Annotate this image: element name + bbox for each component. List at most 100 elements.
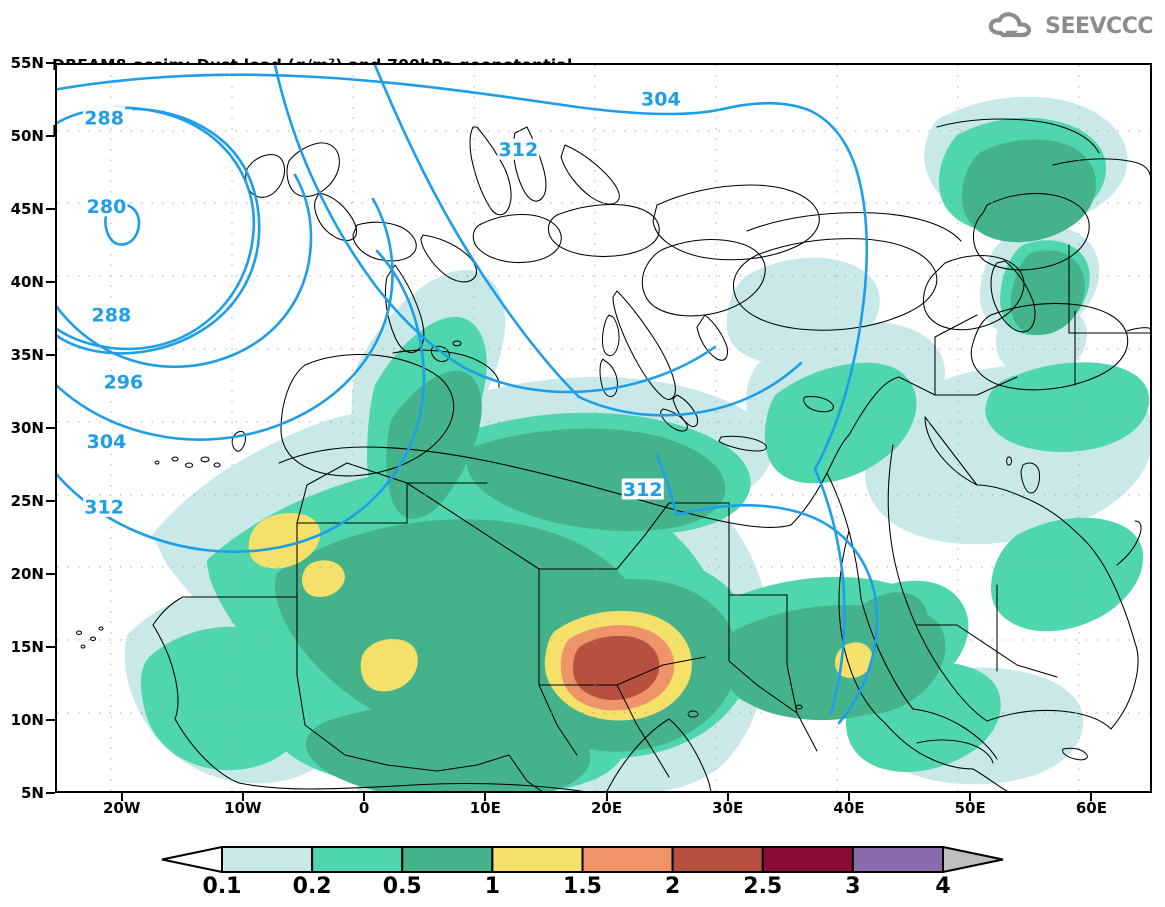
contour-label-288-0: 288: [84, 107, 124, 129]
geopotential-contours: [57, 65, 879, 725]
coastlines-and-borders: [76, 118, 1150, 791]
y-tick-15N: 15N: [10, 638, 44, 656]
colorbar-cell-0.5-1[interactable]: [401, 846, 494, 873]
y-tick-20N: 20N: [10, 565, 44, 583]
x-tick-40E: 40E: [833, 799, 865, 817]
x-tick-mark: [605, 793, 608, 801]
y-tick-mark: [46, 427, 55, 429]
map-plot-area[interactable]: 288 280 288 296 304 312 304 312 312: [55, 63, 1152, 793]
contour-312-egypt: [675, 504, 879, 725]
colorbar-tick-4: 4: [935, 874, 951, 899]
colorbar-cell-2-2.5[interactable]: [671, 846, 764, 873]
map-canvas: 288 280 288 296 304 312 304 312 312: [57, 65, 1150, 791]
contour-304-europe-a: [57, 73, 725, 116]
contour-label-halo: [90, 304, 133, 326]
colorbar-tick-1: 1: [484, 874, 501, 899]
y-tick-mark: [46, 500, 55, 502]
y-tick-mark: [46, 792, 55, 794]
contour-label-312-7: 312: [499, 139, 539, 161]
x-tick-20E: 20E: [590, 799, 623, 817]
contour-288-lower: [57, 107, 261, 355]
x-tick-20W: 20W: [102, 799, 141, 817]
colorbar-tick-0.5: 0.5: [382, 874, 422, 899]
contour-label-280-1: 280: [87, 196, 127, 218]
x-tick-mark: [969, 793, 972, 801]
y-tick-mark: [46, 208, 55, 210]
contour-312-egypt-tail: [655, 453, 679, 517]
colorbar-cell-0.2-0.5[interactable]: [311, 846, 404, 873]
colorbar-tick-0.2: 0.2: [292, 874, 332, 899]
x-tick-mark: [726, 793, 729, 801]
colorbar-tick-3: 3: [845, 874, 861, 899]
colorbar-cell-1.5-2[interactable]: [581, 846, 674, 873]
y-tick-50N: 50N: [10, 127, 44, 145]
contour-label-halo: [621, 478, 664, 500]
contour-label-312-8: 312: [623, 479, 663, 501]
contour-label-304-6: 304: [641, 88, 681, 110]
y-tick-mark: [46, 646, 55, 648]
colorbar-swatches: [161, 846, 1004, 873]
contour-304-europe-b: [721, 101, 869, 471]
y-tick-35N: 35N: [10, 346, 44, 364]
y-tick-mark: [46, 719, 55, 721]
x-tick-mark: [484, 793, 487, 801]
contour-label-304-4: 304: [87, 431, 127, 453]
y-tick-40N: 40N: [10, 273, 44, 291]
x-tick-mark: [1090, 793, 1093, 801]
colorbar-cell-1-1.5[interactable]: [491, 846, 584, 873]
contour-312-france: [373, 65, 581, 399]
colorbar-cell-0.1-0.2[interactable]: [221, 846, 314, 873]
colorbar-tick-2.5: 2.5: [743, 874, 783, 899]
x-tick-30E: 30E: [712, 799, 744, 817]
x-tick-mark: [847, 793, 850, 801]
contour-label-halo: [497, 138, 540, 160]
contour-304-atlantic: [57, 197, 394, 441]
y-tick-5N: 5N: [21, 784, 44, 802]
contour-label-halo: [83, 495, 126, 517]
y-tick-10N: 10N: [10, 711, 44, 729]
contour-labels: 288 280 288 296 304 312 304 312 312: [83, 87, 682, 518]
x-tick-0: 0: [358, 799, 370, 817]
contour-label-312-5: 312: [84, 496, 124, 518]
colorbar-over-arrow: [942, 846, 1004, 873]
cloud-icon: [988, 12, 1032, 38]
colorbar-tick-1.5: 1.5: [563, 874, 602, 899]
contour-296: [57, 173, 313, 369]
dust-load-contours: [124, 96, 1150, 791]
contour-312-med: [461, 345, 717, 394]
colorbar[interactable]: [160, 846, 1005, 873]
y-tick-25N: 25N: [10, 492, 44, 510]
x-tick-mark: [120, 793, 123, 801]
colorbar-under-arrow: [161, 846, 223, 873]
contour-label-halo: [83, 106, 126, 128]
colorbar-tick-2: 2: [664, 874, 681, 899]
x-tick-mark: [363, 793, 366, 801]
colorbar-cell-2.5-3[interactable]: [761, 846, 854, 873]
x-tick-50E: 50E: [954, 799, 986, 817]
contour-label-296-3: 296: [104, 372, 144, 394]
contour-label-halo: [102, 371, 145, 393]
y-tick-mark: [46, 354, 55, 356]
seevccc-logo: SEEVCCC: [987, 12, 1153, 40]
contour-label-halo: [85, 430, 128, 452]
contour-label-halo: [85, 195, 128, 217]
x-tick-60E: 60E: [1075, 799, 1107, 817]
contour-312-east: [813, 467, 846, 715]
colorbar-cell-3-4[interactable]: [851, 846, 944, 873]
y-tick-mark: [46, 281, 55, 283]
contour-312-iberia: [273, 65, 465, 369]
contour-label-288-2: 288: [92, 305, 132, 327]
contour-label-halo: [639, 87, 682, 109]
y-tick-45N: 45N: [10, 200, 44, 218]
y-tick-30N: 30N: [10, 419, 44, 437]
lat-lon-gridlines: [57, 65, 1150, 791]
x-tick-10E: 10E: [469, 799, 501, 817]
contour-312-med2: [577, 361, 803, 417]
y-tick-55N: 55N: [10, 54, 44, 72]
x-tick-mark: [241, 793, 244, 801]
contour-312-atlantic: [57, 249, 426, 554]
x-tick-10W: 10W: [224, 799, 262, 817]
y-tick-mark: [46, 573, 55, 575]
colorbar-tick-0.1: 0.1: [202, 874, 242, 899]
